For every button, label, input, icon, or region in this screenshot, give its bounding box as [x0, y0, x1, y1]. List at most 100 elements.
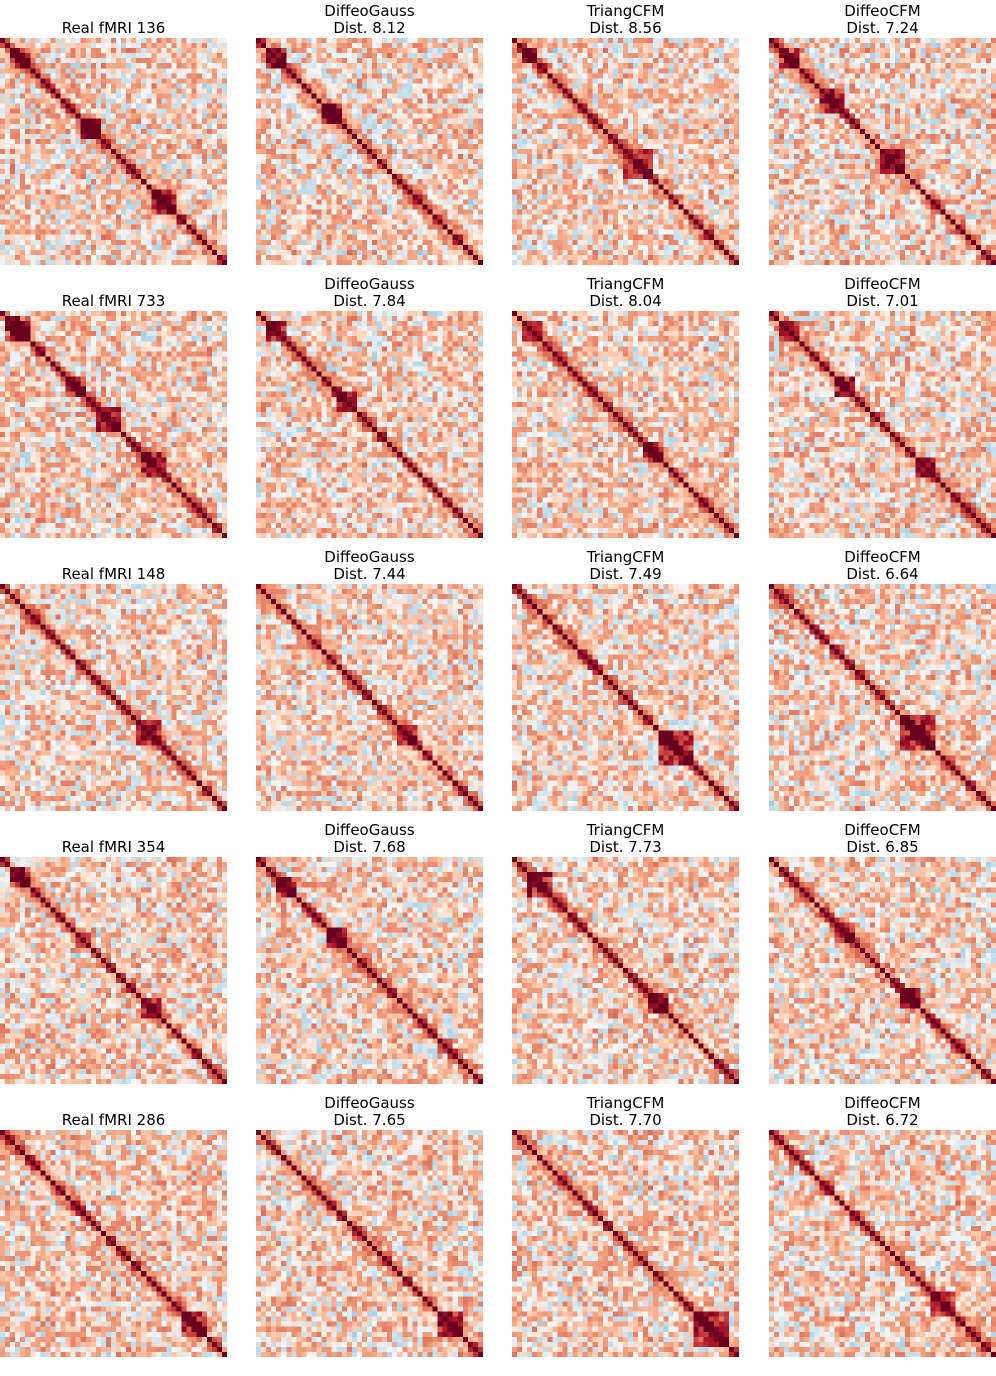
heatmap-cell — [477, 244, 483, 250]
heatmap-cell — [336, 159, 342, 165]
heatmap-cell — [40, 214, 46, 220]
heatmap-cell — [176, 148, 182, 155]
heatmap-cell — [296, 164, 302, 170]
heatmap-cell — [628, 53, 634, 59]
heatmap-cell — [166, 103, 172, 109]
heatmap-cell — [361, 63, 368, 69]
heatmap-cell — [85, 249, 91, 256]
heatmap-cell — [417, 108, 423, 114]
diagonal-cell — [477, 259, 483, 265]
heatmap-cell — [156, 174, 162, 180]
heatmap-cell — [517, 53, 523, 59]
heatmap-cell — [35, 133, 41, 139]
heatmap-cell — [266, 128, 272, 134]
heatmap-cell — [457, 108, 463, 114]
heatmap-cell — [30, 113, 36, 119]
heatmap-cell — [316, 113, 322, 119]
heatmap-cell — [221, 73, 227, 79]
heatmap-cell — [407, 169, 413, 175]
heatmap-cell — [70, 43, 76, 49]
heatmap-cell — [136, 154, 142, 160]
heatmap-cell — [100, 63, 107, 69]
heatmap-cell — [186, 88, 192, 94]
heatmap-cell — [351, 128, 357, 134]
heatmap-cell — [417, 88, 423, 94]
heatmap-cell — [432, 174, 438, 180]
heatmap-cell — [35, 108, 41, 114]
heatmap-cell — [206, 98, 212, 104]
heatmap-cell — [432, 224, 438, 230]
heatmap-cell — [377, 128, 383, 134]
heatmap-cell — [366, 53, 373, 59]
heatmap-cell — [85, 48, 91, 54]
heatmap-cell — [582, 78, 588, 84]
heatmap-cell — [412, 164, 418, 170]
heatmap-cell — [186, 138, 192, 145]
heatmap-cell — [126, 118, 132, 124]
heatmap-cell — [633, 93, 639, 99]
heatmap-cell — [547, 88, 553, 94]
heatmap-cell — [567, 133, 573, 139]
heatmap-cell — [306, 113, 312, 119]
heatmap-cell — [141, 118, 147, 124]
heatmap-cell — [467, 148, 474, 155]
heatmap-cell — [397, 38, 403, 44]
heatmap-cell — [256, 43, 262, 49]
heatmap-cell — [60, 254, 66, 261]
heatmap-cell — [216, 219, 223, 225]
heatmap-cell — [110, 73, 117, 79]
heatmap-cell — [256, 108, 262, 114]
heatmap-cell — [432, 164, 438, 170]
heatmap-cell — [206, 103, 212, 109]
heatmap-cell — [20, 73, 26, 79]
heatmap-cell — [427, 154, 433, 160]
heatmap-cell — [382, 249, 388, 256]
heatmap-cell — [336, 43, 342, 49]
heatmap-cell — [30, 128, 36, 134]
heatmap-cell — [301, 143, 307, 150]
heatmap-cell — [25, 249, 31, 256]
heatmap-cell — [70, 229, 76, 235]
heatmap-cell — [522, 63, 528, 69]
heatmap-cell — [296, 108, 302, 114]
heatmap-cell — [361, 148, 368, 155]
heatmap-cell — [417, 148, 423, 155]
heatmap-cell — [733, 123, 739, 129]
heatmap-cell — [412, 93, 418, 99]
diagonal-cell — [65, 103, 71, 109]
heatmap-cell — [271, 118, 277, 124]
heatmap-cell — [582, 63, 588, 69]
heatmap-cell — [382, 224, 388, 230]
heatmap-cell — [121, 244, 127, 250]
heatmap-cell — [718, 63, 724, 69]
heatmap-cell — [366, 249, 373, 256]
heatmap-cell — [447, 83, 453, 89]
heatmap-cell — [196, 63, 202, 69]
heatmap-cell — [382, 93, 388, 99]
heatmap-cell — [296, 143, 302, 150]
heatmap-cell — [20, 63, 26, 69]
heatmap-cell — [291, 174, 297, 180]
heatmap-cell — [472, 143, 479, 150]
heatmap-cell — [437, 53, 443, 59]
heatmap-cell — [592, 83, 598, 89]
heatmap-cell — [116, 78, 122, 84]
heatmap-cell — [356, 88, 363, 94]
heatmap-cell — [612, 103, 619, 109]
heatmap-cell — [452, 88, 458, 94]
heatmap-cell — [30, 148, 36, 155]
heatmap-cell — [206, 48, 212, 54]
heatmap-cell — [116, 143, 122, 150]
heatmap-cell — [392, 224, 398, 230]
heatmap-cell — [15, 73, 21, 79]
heatmap-cell — [412, 133, 418, 139]
heatmap-cell — [422, 63, 428, 69]
heatmap-cell — [678, 93, 684, 99]
heatmap-cell — [201, 88, 207, 94]
heatmap-cell — [512, 108, 518, 114]
heatmap-cell — [65, 43, 71, 49]
heatmap-cell — [276, 73, 282, 79]
heatmap-cell — [100, 199, 107, 205]
heatmap-cell — [151, 164, 157, 170]
heatmap-cell — [366, 204, 373, 210]
